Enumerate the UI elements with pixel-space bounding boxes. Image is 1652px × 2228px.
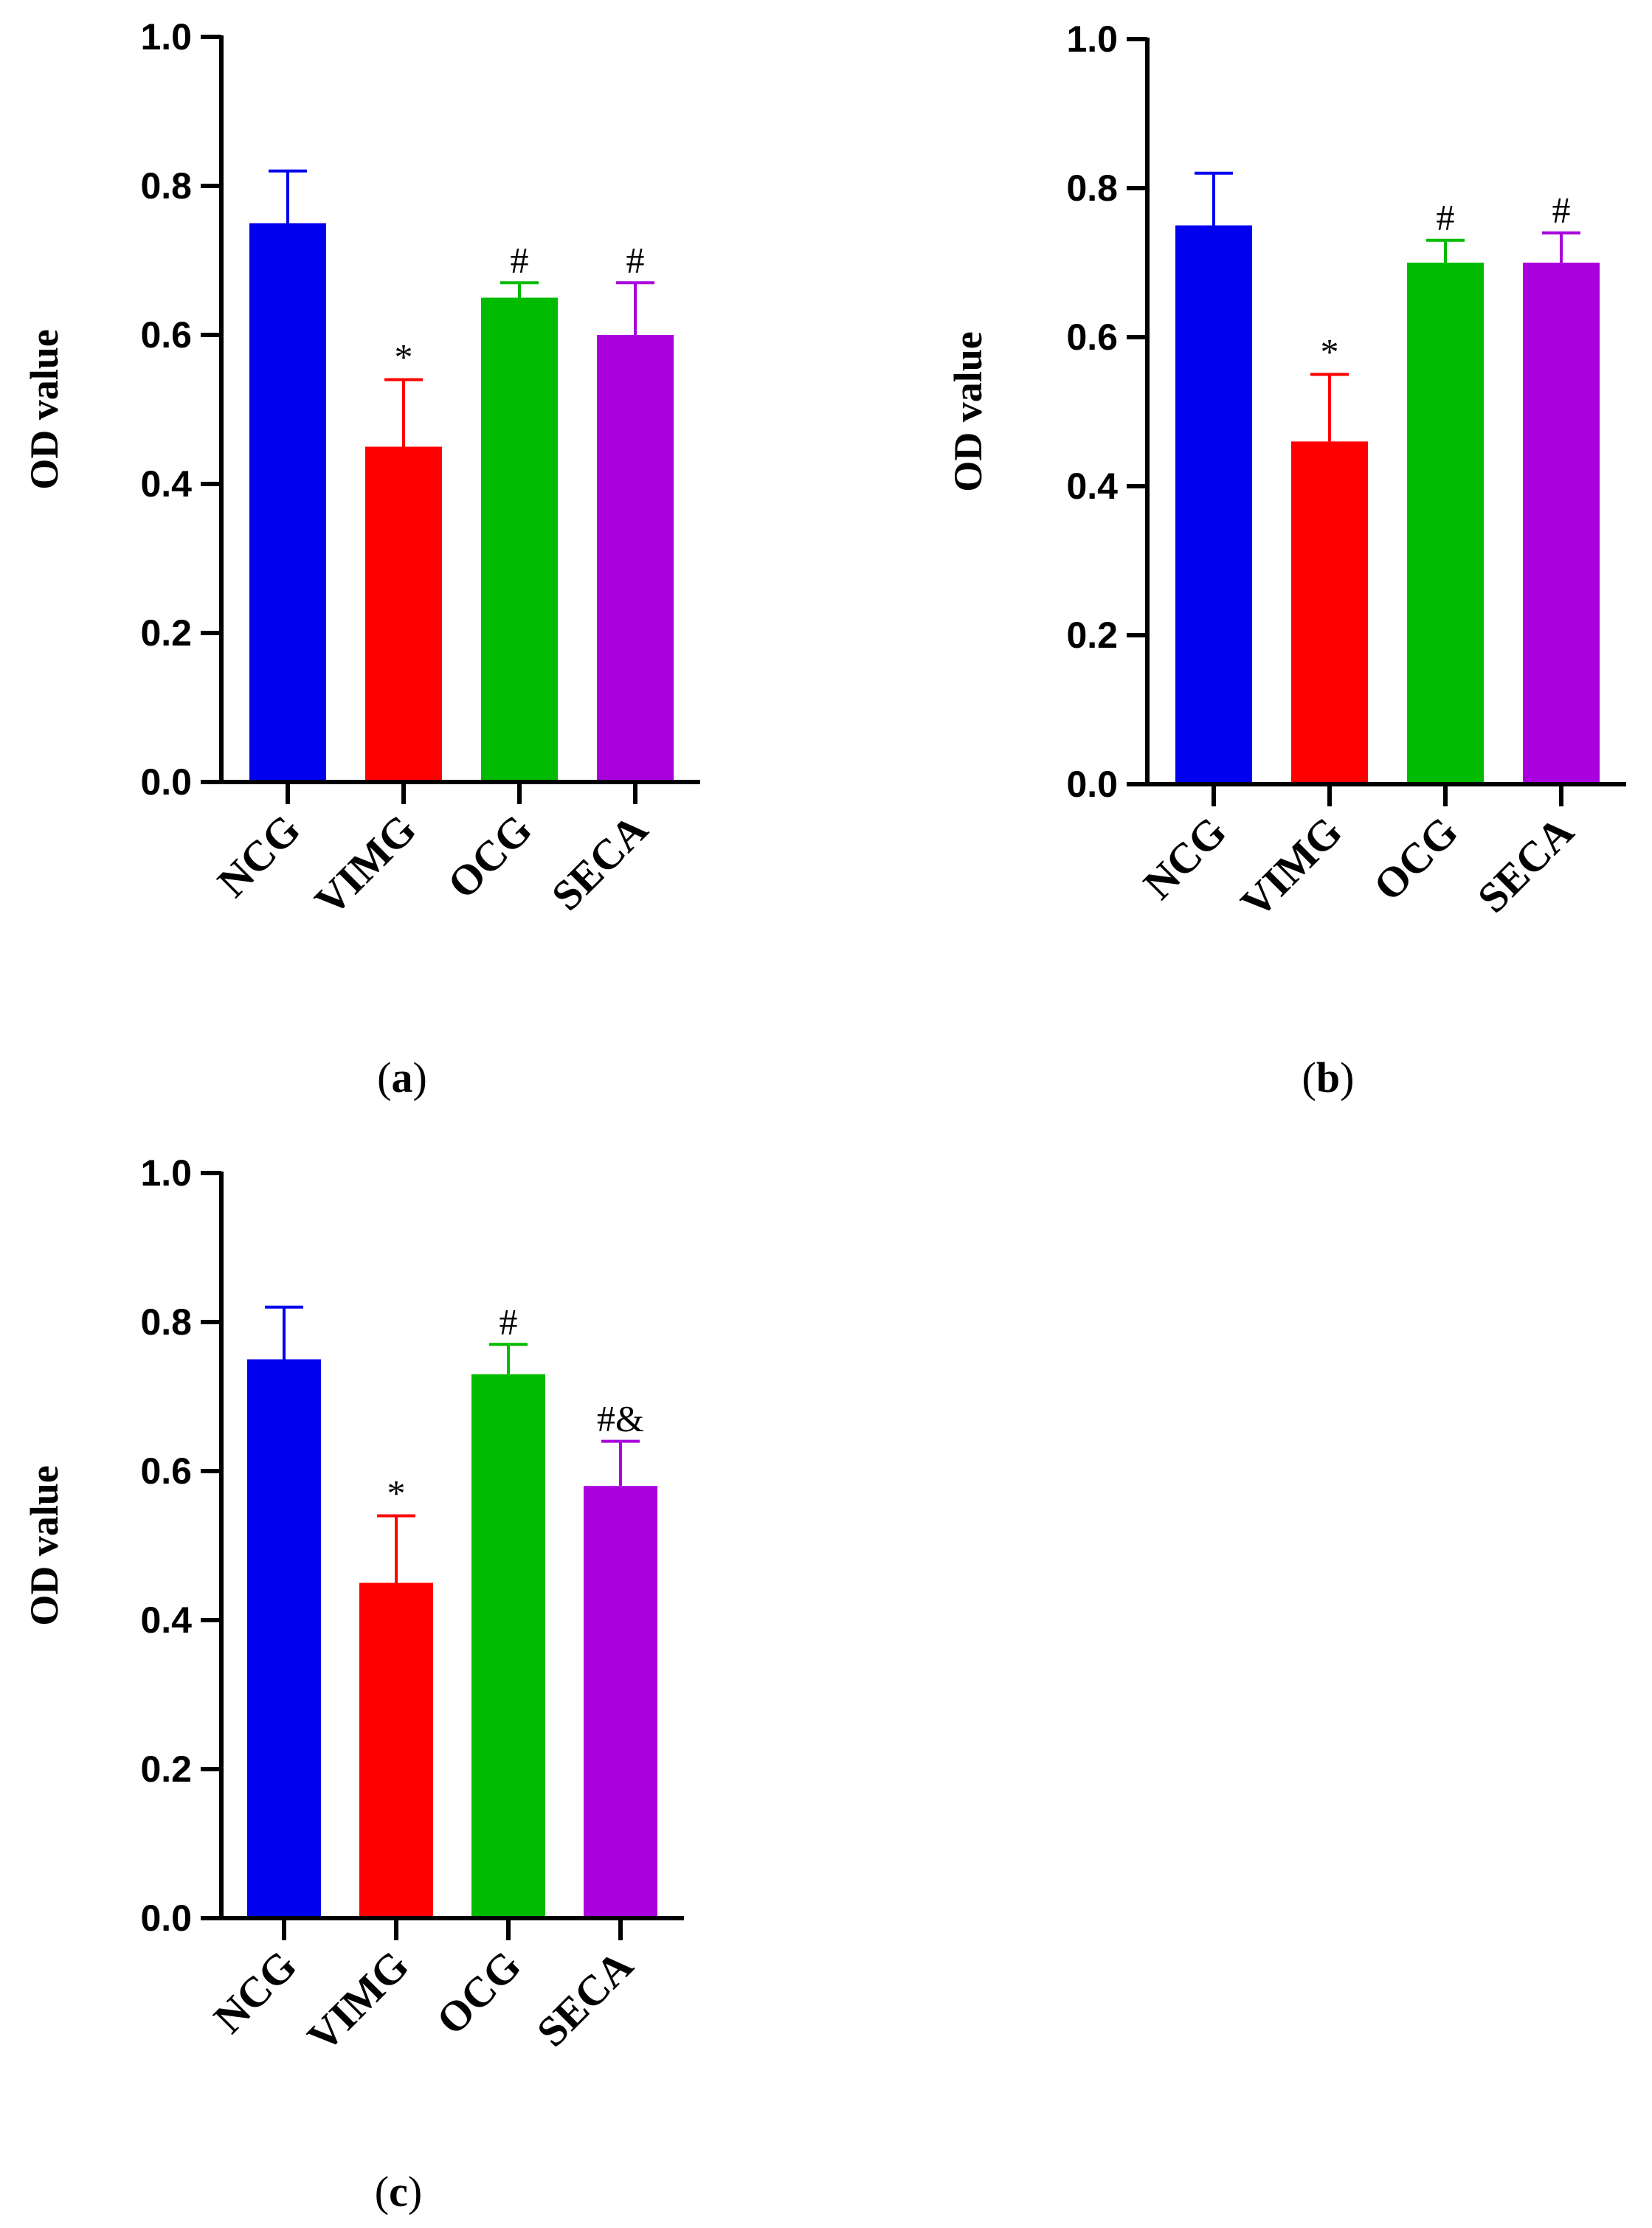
- bar-vimg: [359, 1582, 433, 1918]
- y-tick-label: 0.4: [140, 463, 192, 505]
- x-tick-label-ncg: NCG: [1134, 807, 1235, 908]
- x-tick-label-vimg: VIMG: [298, 1941, 418, 2061]
- significance-mark: #: [511, 239, 529, 280]
- bar-ocg: [471, 1374, 545, 1918]
- x-tick-label-seca: SECA: [542, 805, 657, 919]
- bar-ncg: [1175, 225, 1252, 784]
- significance-mark: *: [387, 1473, 406, 1514]
- x-tick-label-ocg: OCG: [1364, 807, 1467, 910]
- y-tick-label: 0.0: [140, 761, 192, 803]
- y-axis-title: OD value: [22, 329, 66, 490]
- y-tick-label: 0.6: [1066, 316, 1118, 358]
- x-tick-label-seca: SECA: [1468, 807, 1583, 921]
- x-tick-label-ocg: OCG: [438, 805, 541, 907]
- y-tick-label: 0.6: [140, 314, 192, 356]
- bar-ocg: [481, 297, 558, 782]
- y-tick-label: 0.8: [140, 165, 192, 207]
- y-axis-title: OD value: [946, 331, 990, 492]
- bar-vimg: [365, 446, 442, 782]
- x-tick-label-ncg: NCG: [208, 805, 309, 906]
- significance-mark: *: [395, 336, 413, 378]
- x-tick-label-ncg: NCG: [204, 1941, 305, 2042]
- x-tick-label-seca: SECA: [528, 1941, 642, 2055]
- y-tick-label: 0.8: [1066, 167, 1118, 209]
- x-tick-label-ocg: OCG: [427, 1941, 530, 2044]
- y-tick-label: 1.0: [140, 16, 192, 58]
- bar-seca: [597, 335, 674, 782]
- x-tick-label-vimg: VIMG: [1231, 807, 1351, 927]
- significance-mark: #&: [597, 1398, 644, 1439]
- y-tick-label: 0.6: [140, 1450, 192, 1492]
- y-tick-label: 0.4: [140, 1599, 192, 1641]
- bar-ncg: [247, 1359, 321, 1918]
- significance-mark: *: [1321, 331, 1339, 373]
- y-tick-label: 0.2: [1066, 615, 1118, 656]
- bar-ncg: [249, 223, 326, 782]
- y-tick-label: 0.4: [1066, 466, 1118, 507]
- significance-mark: #: [1552, 190, 1571, 231]
- significance-mark: #: [626, 239, 645, 280]
- y-tick-label: 0.2: [140, 1748, 192, 1790]
- significance-mark: #: [500, 1301, 518, 1342]
- y-tick-label: 1.0: [1066, 18, 1118, 60]
- bar-seca: [584, 1486, 657, 1918]
- bar-seca: [1523, 263, 1600, 784]
- bar-ocg: [1407, 263, 1484, 784]
- panel-label: (c): [375, 2168, 422, 2215]
- bar-vimg: [1291, 441, 1368, 784]
- panel-label: (b): [1302, 1054, 1355, 1101]
- y-tick-label: 0.0: [140, 1897, 192, 1939]
- y-tick-label: 0.8: [140, 1301, 192, 1343]
- y-tick-label: 0.2: [140, 612, 192, 654]
- panel-label: (a): [377, 1054, 427, 1101]
- y-tick-label: 0.0: [1066, 764, 1118, 805]
- significance-mark: #: [1437, 197, 1455, 238]
- y-axis-title: OD value: [22, 1465, 66, 1626]
- y-tick-label: 1.0: [140, 1152, 192, 1194]
- x-tick-label-vimg: VIMG: [305, 805, 425, 924]
